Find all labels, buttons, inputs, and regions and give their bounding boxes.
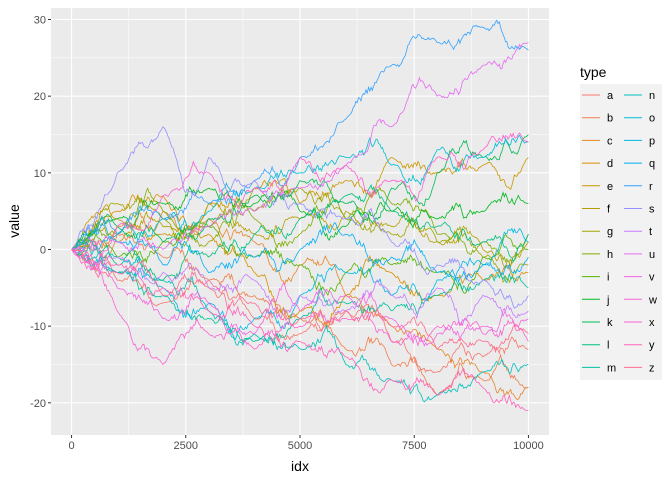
y-tick-label: 30: [34, 14, 46, 26]
legend-label-v: v: [649, 272, 655, 284]
legend-label-k: k: [607, 317, 613, 329]
legend-label-o: o: [649, 113, 655, 125]
legend-label-m: m: [607, 362, 616, 374]
legend-label-d: d: [607, 158, 613, 170]
series-lines: [71, 19, 529, 412]
legend-label-c: c: [607, 135, 613, 147]
legend-label-j: j: [606, 294, 609, 306]
legend-label-l: l: [607, 340, 609, 352]
legend-label-f: f: [607, 204, 611, 216]
y-tick-label: 10: [34, 168, 46, 180]
legend-label-w: w: [648, 294, 657, 306]
legend-label-h: h: [607, 249, 613, 261]
series-line-z: [71, 249, 529, 354]
x-tick-label: 5000: [288, 440, 312, 452]
legend-label-p: p: [649, 135, 655, 147]
series-line-s: [71, 126, 529, 309]
series-line-v: [71, 249, 529, 347]
legend-title: type: [580, 64, 607, 80]
legend-label-b: b: [607, 113, 613, 125]
series-line-w: [71, 249, 529, 366]
y-tick-label: 0: [40, 244, 46, 256]
legend-label-i: i: [607, 272, 609, 284]
legend-label-q: q: [649, 158, 655, 170]
series-line-o: [71, 134, 529, 256]
series-line-j: [71, 186, 529, 250]
series-line-x: [71, 132, 529, 272]
axis-ticks: 0 2500 5000 7500 10000 -20 -10 0 10 20 30: [30, 14, 544, 452]
x-tick-label: 2500: [174, 440, 198, 452]
x-tick-label: 0: [68, 440, 74, 452]
series-line-h: [71, 186, 529, 265]
y-tick-label: -20: [30, 398, 46, 410]
legend-label-x: x: [649, 317, 655, 329]
series-line-u: [71, 42, 529, 254]
legend-label-u: u: [649, 249, 655, 261]
series-line-n: [71, 249, 529, 403]
y-tick-label: -10: [30, 321, 46, 333]
series-line-q: [71, 222, 529, 284]
legend-label-e: e: [607, 181, 613, 193]
series-line-i: [71, 221, 529, 297]
legend-label-s: s: [649, 204, 655, 216]
legend-label-z: z: [649, 362, 655, 374]
legend-label-y: y: [649, 340, 655, 352]
legend-label-t: t: [649, 226, 652, 238]
y-axis-title: value: [6, 204, 22, 238]
legend-label-a: a: [607, 90, 614, 102]
y-tick-label: 20: [34, 91, 46, 103]
series-line-y: [71, 249, 529, 412]
series-line-a: [71, 241, 529, 373]
x-axis-title: idx: [291, 458, 309, 474]
series-line-t: [71, 239, 529, 326]
x-tick-label: 7500: [402, 440, 426, 452]
x-tick-label: 10000: [513, 440, 544, 452]
legend-label-g: g: [607, 226, 613, 238]
legend-label-n: n: [649, 90, 655, 102]
legend-label-r: r: [649, 181, 653, 193]
